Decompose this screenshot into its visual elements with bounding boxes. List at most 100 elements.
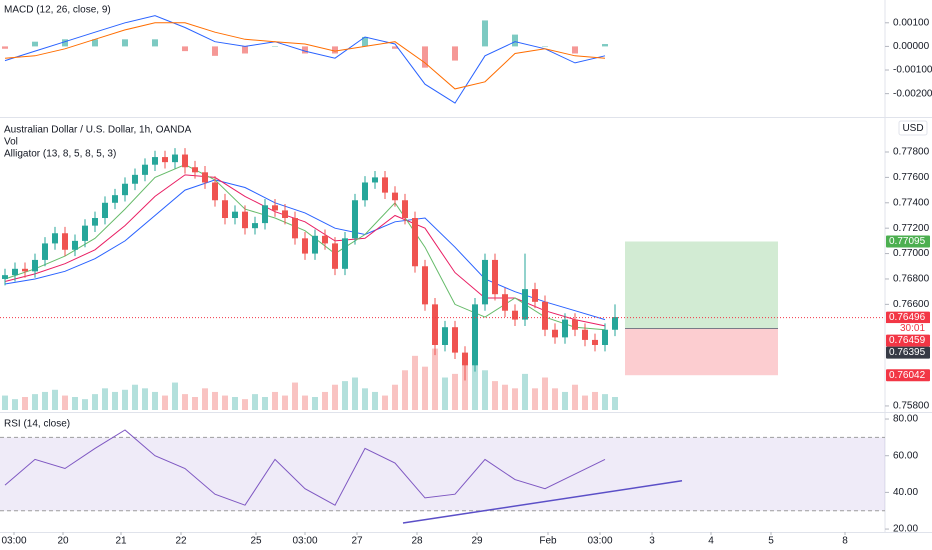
candle-body bbox=[412, 218, 418, 267]
y-tick-label: 0.77800 bbox=[893, 147, 930, 158]
volume-bar bbox=[162, 395, 168, 410]
candle-body bbox=[562, 319, 568, 338]
currency-box[interactable] bbox=[898, 120, 928, 136]
volume-bar bbox=[72, 397, 78, 410]
candle-body bbox=[572, 319, 578, 330]
volume-bar bbox=[332, 384, 338, 410]
candle-body bbox=[202, 172, 208, 183]
volume-bar bbox=[12, 399, 18, 410]
volume-bar bbox=[212, 391, 218, 410]
candle-body bbox=[312, 235, 318, 254]
volume-label: Vol bbox=[4, 137, 18, 148]
candle-body bbox=[352, 200, 358, 239]
series-line bbox=[4, 15, 606, 104]
candle-body bbox=[262, 205, 268, 224]
x-tick-label: 28 bbox=[411, 536, 423, 547]
volume-bar bbox=[2, 395, 8, 410]
currency[interactable]: USD bbox=[902, 123, 923, 134]
volume-bar bbox=[352, 377, 358, 410]
price-label: 0.76042 bbox=[889, 370, 926, 381]
volume-bar bbox=[132, 384, 138, 410]
volume-bar bbox=[122, 389, 128, 410]
candle-body bbox=[122, 183, 128, 196]
y-tick-label: 0.77000 bbox=[893, 248, 930, 259]
candle-body bbox=[182, 154, 188, 168]
volume-bar bbox=[292, 382, 298, 410]
volume-bar bbox=[242, 399, 248, 410]
volume-bar bbox=[572, 384, 578, 410]
x-tick-label: 29 bbox=[471, 536, 483, 547]
candle-body bbox=[2, 275, 8, 279]
y-tick-label: 0.00100 bbox=[893, 17, 930, 28]
candle-body bbox=[542, 301, 548, 330]
candle-body bbox=[492, 259, 498, 295]
stop-zone bbox=[625, 328, 778, 376]
candle-body bbox=[432, 304, 438, 345]
volume-bar bbox=[272, 391, 278, 410]
volume-bar bbox=[362, 388, 368, 410]
volume-bar bbox=[52, 389, 58, 410]
histogram-bar bbox=[242, 46, 248, 54]
candle-body bbox=[452, 327, 458, 353]
candle-body bbox=[42, 243, 48, 260]
y-tick-label: 80.00 bbox=[893, 414, 918, 425]
histogram-bar bbox=[32, 41, 38, 47]
volume-bar bbox=[422, 366, 428, 410]
candle-body bbox=[172, 154, 178, 163]
x-tick-label: 03:00 bbox=[587, 536, 612, 547]
candle-body bbox=[52, 233, 58, 244]
y-tick-label: 0.76600 bbox=[893, 299, 930, 310]
volume-bar bbox=[412, 355, 418, 410]
price-label: 0.76496 bbox=[889, 312, 926, 323]
candle-body bbox=[12, 268, 18, 276]
histogram-bar bbox=[182, 46, 188, 52]
candle-body bbox=[132, 174, 138, 184]
candle-body bbox=[192, 167, 198, 173]
y-tick-label: 0.00000 bbox=[893, 41, 930, 52]
volume-bar bbox=[22, 397, 28, 410]
price-label-bg bbox=[886, 311, 930, 324]
volume-bar bbox=[612, 397, 618, 410]
countdown-bg bbox=[886, 323, 930, 335]
y-tick-label: -0.00100 bbox=[893, 65, 932, 76]
candle-body bbox=[142, 164, 148, 175]
price-label: 0.76459 bbox=[889, 335, 926, 346]
volume-bar bbox=[602, 394, 608, 410]
series-line bbox=[4, 429, 606, 506]
candle-body bbox=[32, 259, 38, 272]
candle-body bbox=[212, 182, 218, 201]
indicator-label: Alligator (13, 8, 5, 8, 5, 3) bbox=[4, 149, 116, 160]
x-tick-label: 25 bbox=[250, 536, 262, 547]
candle-body bbox=[342, 238, 348, 269]
candle-body bbox=[382, 177, 388, 193]
volume-bar bbox=[552, 388, 558, 410]
volume-bar bbox=[452, 373, 458, 410]
candle-body bbox=[282, 210, 288, 219]
volume-bar bbox=[232, 397, 238, 410]
volume-bar bbox=[322, 391, 328, 410]
volume-bar bbox=[92, 394, 98, 410]
candle-body bbox=[522, 289, 528, 320]
volume-bar bbox=[342, 381, 348, 410]
price-label-bg bbox=[886, 346, 930, 359]
candle-body bbox=[332, 243, 338, 269]
volume-bar bbox=[402, 370, 408, 410]
candle-body bbox=[362, 182, 368, 201]
x-tick-label: 03:00 bbox=[292, 536, 317, 547]
histogram-bar bbox=[572, 46, 578, 54]
volume-bar bbox=[472, 345, 478, 410]
histogram-bar bbox=[602, 44, 608, 47]
price-label-bg bbox=[886, 369, 930, 382]
target-zone bbox=[625, 241, 778, 329]
histogram-bar bbox=[2, 46, 8, 49]
x-tick-label: 03:00 bbox=[1, 536, 26, 547]
candle-body bbox=[462, 352, 468, 366]
volume-bar bbox=[42, 391, 48, 410]
volume-bar bbox=[172, 382, 178, 410]
volume-bar bbox=[32, 394, 38, 410]
price-label-bg bbox=[886, 334, 930, 347]
candle-body bbox=[112, 195, 118, 203]
candle-body bbox=[612, 317, 618, 330]
rsi-title: RSI (14, close) bbox=[4, 419, 70, 430]
